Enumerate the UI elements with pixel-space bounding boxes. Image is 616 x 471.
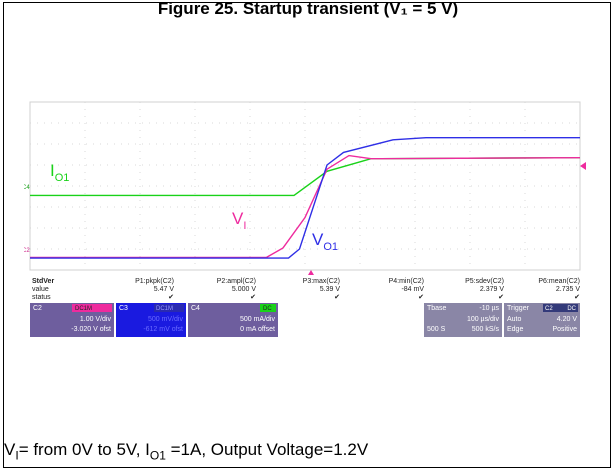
caption-text-2: = from 0V to 5V, I <box>18 440 150 459</box>
series-line-2 <box>30 137 580 259</box>
meas-name-3: P3:max(C2) <box>303 278 340 285</box>
marker-c4: C4 <box>24 185 30 191</box>
meas-status-1: ✔ <box>168 294 174 301</box>
svg-text:DC: DC <box>263 306 272 312</box>
trigger-marker <box>580 162 586 170</box>
svg-text:500 mA/div: 500 mA/div <box>240 316 276 323</box>
svg-text:C2: C2 <box>33 305 42 312</box>
caption-text-3: =1A, Output Voltage=1.2V <box>165 440 369 459</box>
label-io1: IO1 <box>50 161 69 184</box>
caption-sub-2: O1 <box>149 448 166 463</box>
svg-text:Positive: Positive <box>552 326 577 333</box>
svg-text:C3: C3 <box>119 305 128 312</box>
channel-box-c4: C4 DC 500 mA/div 0 mA offset <box>188 303 278 337</box>
svg-text:500 kS/s: 500 kS/s <box>472 326 500 333</box>
caption-sub-1: I <box>15 448 19 463</box>
svg-text:100 µs/div: 100 µs/div <box>467 316 500 323</box>
label-vi: VI <box>232 209 246 232</box>
meas-status-4: ✔ <box>418 294 424 301</box>
row-label-status: status <box>32 294 51 301</box>
meas-status-3: ✔ <box>334 294 340 301</box>
svg-text:DC: DC <box>567 306 576 312</box>
svg-text:Auto: Auto <box>507 316 522 323</box>
meas-value-2: 5.000 V <box>232 286 256 293</box>
label-vo1: VO1 <box>312 230 338 253</box>
row-label-stdver: StdVer <box>32 278 54 285</box>
meas-value-4: -84 mV <box>401 286 424 293</box>
meas-status-2: ✔ <box>250 294 256 301</box>
traces <box>30 137 581 259</box>
meas-value-1: 5.47 V <box>154 286 175 293</box>
meas-name-5: P5:sdev(C2) <box>465 278 504 285</box>
svg-text:4.20 V: 4.20 V <box>557 316 578 323</box>
figure-title: Figure 25. Startup transient (V₁ = 5 V) <box>157 0 459 18</box>
time-marker <box>308 270 314 275</box>
meas-name-4: P4:min(C2) <box>389 278 424 285</box>
meas-name-6: P6:mean(C2) <box>538 278 580 285</box>
meas-value-6: 2.735 V <box>556 286 580 293</box>
svg-text:-3.020 V ofst: -3.020 V ofst <box>71 326 111 333</box>
timebase-box: Tbase -10 µs 100 µs/div 500 S 500 kS/s <box>424 303 502 337</box>
svg-text:Edge: Edge <box>507 326 523 333</box>
svg-text:0 mA offset: 0 mA offset <box>240 326 275 333</box>
grid <box>30 102 580 270</box>
svg-text:C2: C2 <box>545 306 553 312</box>
trigger-box: Trigger C2 DC Auto 4.20 V Edge Positive <box>504 303 580 337</box>
svg-text:500 mV/div: 500 mV/div <box>148 316 184 323</box>
channel-box-c2: C2 DC1M 1.00 V/div -3.020 V ofst <box>30 303 114 337</box>
svg-text:-612 mV ofst: -612 mV ofst <box>143 326 183 333</box>
svg-text:Tbase: Tbase <box>427 305 447 312</box>
meas-name-1: P1:pkpk(C2) <box>135 278 174 285</box>
svg-text:-10 µs: -10 µs <box>479 305 499 312</box>
meas-status-5: ✔ <box>498 294 504 301</box>
svg-text:C4: C4 <box>191 305 200 312</box>
meas-status-6: ✔ <box>574 294 580 301</box>
scope-screenshot: IO1 VI VO1 C4 C2 StdVer value status P1:… <box>24 101 586 337</box>
svg-text:1.00 V/div: 1.00 V/div <box>80 316 112 323</box>
row-label-value: value <box>32 286 49 293</box>
meas-value-3: 5.39 V <box>320 286 341 293</box>
meas-value-5: 2.379 V <box>480 286 504 293</box>
figure-caption: VI= from 0V to 5V, IO1 =1A, Output Volta… <box>4 440 368 462</box>
svg-text:Trigger: Trigger <box>507 305 530 312</box>
svg-text:DC1M: DC1M <box>156 306 173 312</box>
meas-name-2: P2:ampl(C2) <box>217 278 256 285</box>
svg-text:DC1M: DC1M <box>75 306 92 312</box>
channel-box-c3: C3 DC1M 500 mV/div -612 mV ofst <box>116 303 186 337</box>
series-line-1 <box>30 154 581 259</box>
marker-c2: C2 <box>24 248 30 254</box>
caption-text-1: V <box>4 440 16 459</box>
measurement-table: StdVer value status P1:pkpk(C2)5.47 V✔P2… <box>32 278 580 301</box>
svg-text:500 S: 500 S <box>427 326 446 333</box>
figure-frame: Figure 25. Startup transient (V₁ = 5 V) <box>3 0 611 468</box>
